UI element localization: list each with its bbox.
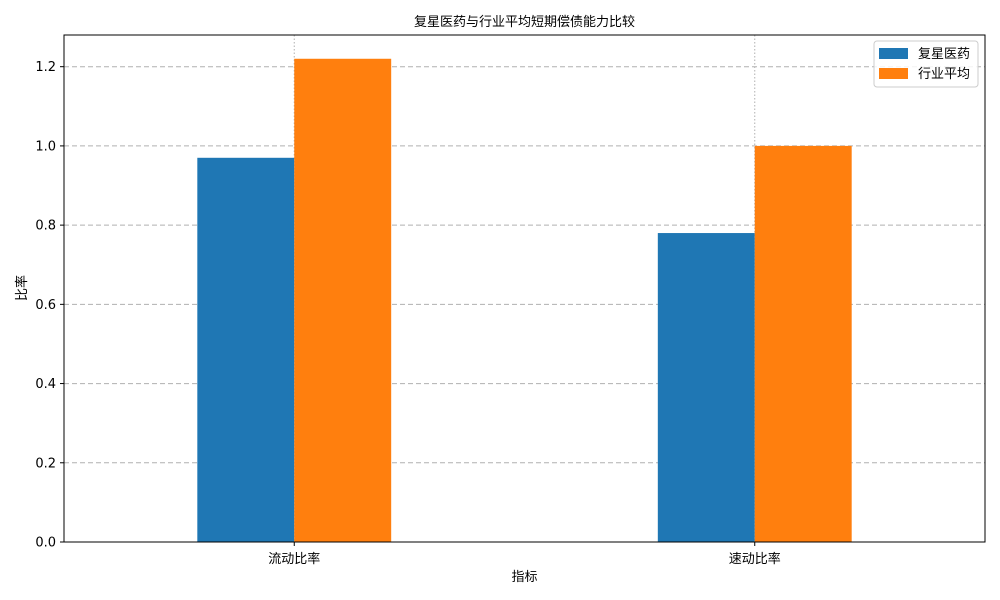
y-tick-label: 0.6 <box>35 298 56 313</box>
legend-swatch <box>879 48 908 59</box>
legend-swatch <box>879 68 908 79</box>
y-tick-label: 1.2 <box>35 60 56 75</box>
axes-frame <box>63 34 986 543</box>
bar <box>754 145 852 542</box>
legend-label: 行业平均 <box>918 67 970 82</box>
y-tick-label: 0.8 <box>35 219 56 234</box>
y-tick-label: 0.4 <box>35 377 56 392</box>
plot-area: 0.0 0.2 0.4 0.6 0.8 1.0 1.2 流动比率 速动比率 <box>35 34 986 567</box>
bar <box>294 58 392 542</box>
legend-label: 复星医药 <box>918 47 970 62</box>
y-tick-label: 1.0 <box>35 139 56 154</box>
y-tick-label: 0.0 <box>35 536 56 551</box>
x-tick-label: 流动比率 <box>268 551 320 567</box>
y-tick-label: 0.2 <box>35 456 56 471</box>
y-axis-label: 比率 <box>14 275 30 301</box>
bar <box>657 233 755 542</box>
x-axis-label: 指标 <box>511 570 537 585</box>
chart-title: 复星医药与行业平均短期偿债能力比较 <box>414 15 635 30</box>
bar <box>197 157 295 542</box>
x-tick-label: 速动比率 <box>729 551 781 567</box>
